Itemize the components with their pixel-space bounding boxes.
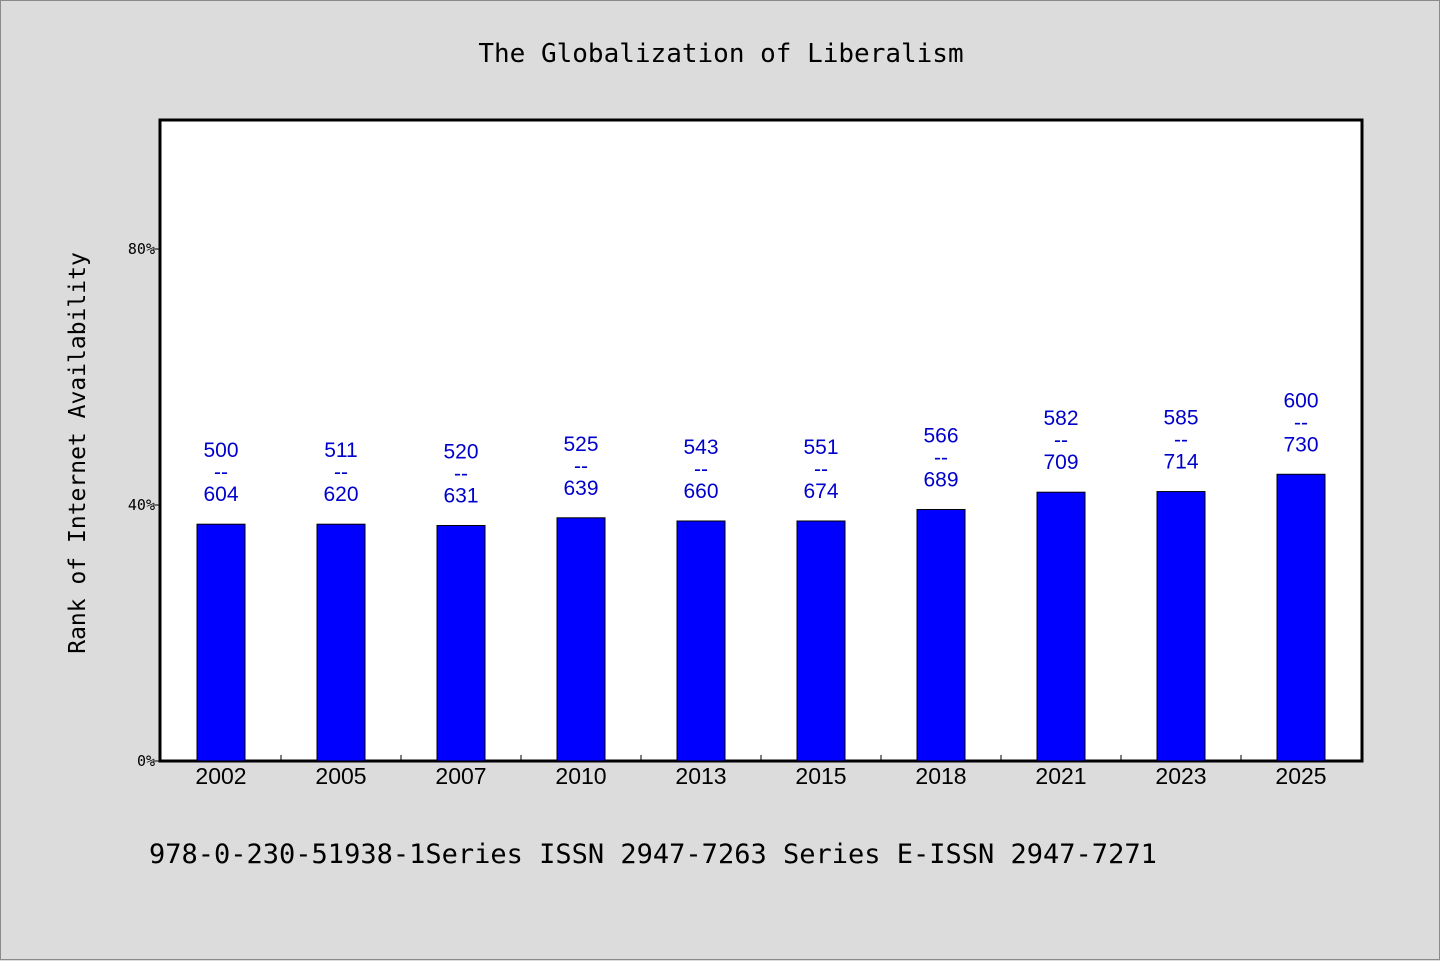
data-label-top-2025: 600 bbox=[1283, 389, 1318, 412]
data-label-separator-2005: -- bbox=[334, 461, 348, 484]
x-tick-label-2023: 2023 bbox=[1155, 763, 1206, 789]
footer-text: 978-0-230-51938-1Series ISSN 2947-7263 S… bbox=[149, 839, 1157, 870]
data-label-top-2002: 500 bbox=[203, 439, 238, 462]
x-axis: 2002 2005 2007 2010 2013 2015 2018 2021 2023 2025 bbox=[195, 755, 1327, 789]
data-label-top-2005: 511 bbox=[324, 439, 357, 462]
data-label-bottom-2018: 689 bbox=[923, 468, 958, 491]
data-label-separator-2018: -- bbox=[934, 446, 948, 469]
data-label-top-2023: 585 bbox=[1163, 407, 1198, 430]
x-tick-label-2005: 2005 bbox=[315, 763, 366, 789]
bar-2021 bbox=[1036, 491, 1086, 762]
data-label-bottom-2007: 631 bbox=[443, 484, 478, 507]
y-tick-label-1: 40% bbox=[128, 496, 155, 514]
y-axis-title: Rank of Internet Availability bbox=[65, 252, 91, 654]
bar-2018 bbox=[916, 508, 966, 762]
data-label-top-2015: 551 bbox=[803, 436, 838, 459]
x-tick-label-2021: 2021 bbox=[1035, 763, 1086, 789]
data-label-bottom-2005: 620 bbox=[323, 483, 358, 506]
data-label-bottom-2025: 730 bbox=[1283, 433, 1318, 456]
x-tick-label-2025: 2025 bbox=[1275, 763, 1326, 789]
data-label-top-2013: 543 bbox=[683, 436, 718, 459]
y-tick-label-2: 80% bbox=[128, 240, 155, 258]
x-tick-label-2002: 2002 bbox=[195, 763, 246, 789]
data-label-bottom-2013: 660 bbox=[683, 480, 718, 503]
data-label-separator-2025: -- bbox=[1294, 411, 1308, 434]
bar-2005 bbox=[316, 523, 366, 762]
data-label-separator-2010: -- bbox=[574, 455, 588, 478]
x-tick-label-2018: 2018 bbox=[915, 763, 966, 789]
data-label-separator-2007: -- bbox=[454, 462, 468, 485]
bars-layer bbox=[196, 473, 1326, 762]
data-label-separator-2015: -- bbox=[814, 458, 828, 481]
x-tick-label-2010: 2010 bbox=[555, 763, 606, 789]
data-label-bottom-2023: 714 bbox=[1163, 451, 1198, 474]
data-label-bottom-2021: 709 bbox=[1043, 451, 1078, 474]
data-label-top-2010: 525 bbox=[563, 433, 598, 456]
bar-2010 bbox=[556, 517, 606, 762]
data-label-separator-2021: -- bbox=[1054, 429, 1068, 452]
y-axis: 0% 40% 80% bbox=[128, 240, 161, 770]
y-tick-label-0: 0% bbox=[137, 752, 155, 770]
x-tick-label-2015: 2015 bbox=[795, 763, 846, 789]
data-label-separator-2013: -- bbox=[694, 458, 708, 481]
bar-2007 bbox=[436, 524, 486, 762]
bar-2025 bbox=[1276, 473, 1326, 762]
data-label-bottom-2002: 604 bbox=[203, 483, 238, 506]
bar-2002 bbox=[196, 523, 246, 762]
x-tick-label-2007: 2007 bbox=[435, 763, 486, 789]
data-label-bottom-2015: 674 bbox=[803, 480, 838, 503]
data-labels-layer: 500--604511--620520--631525--639543--660… bbox=[203, 389, 1318, 507]
data-label-separator-2002: -- bbox=[214, 461, 228, 484]
data-label-bottom-2010: 639 bbox=[563, 477, 598, 500]
data-label-top-2021: 582 bbox=[1043, 407, 1078, 430]
data-label-top-2007: 520 bbox=[443, 440, 478, 463]
data-label-separator-2023: -- bbox=[1174, 429, 1188, 452]
data-label-top-2018: 566 bbox=[923, 424, 958, 447]
bar-2023 bbox=[1156, 491, 1206, 762]
chart-title: The Globalization of Liberalism bbox=[478, 39, 963, 69]
bar-2013 bbox=[676, 520, 726, 762]
x-tick-label-2013: 2013 bbox=[675, 763, 726, 789]
bar-2015 bbox=[796, 520, 846, 762]
